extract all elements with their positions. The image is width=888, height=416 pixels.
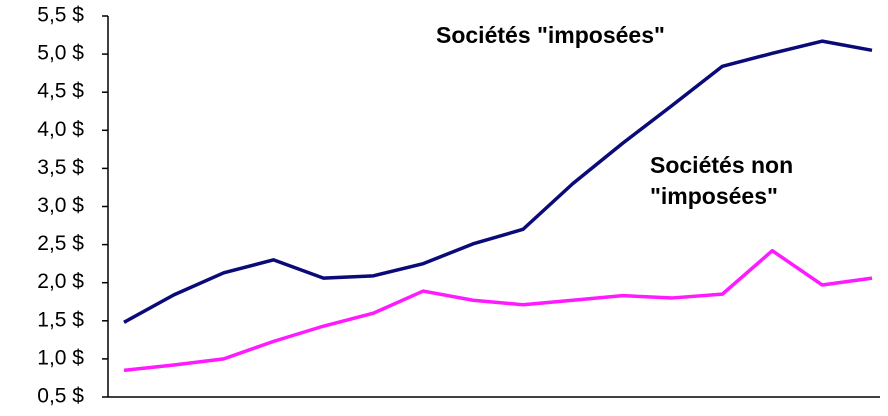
y-tick-label: 4,0 $: [37, 118, 84, 141]
y-tick-label: 1,0 $: [37, 346, 84, 369]
y-tick-label: 4,5 $: [37, 80, 84, 103]
y-tick-label: 5,5 $: [37, 4, 84, 27]
y-tick-label: 2,5 $: [37, 232, 84, 255]
series-label: Sociétés non "imposées": [650, 152, 794, 209]
y-tick-label: 2,0 $: [37, 270, 84, 293]
y-tick-label: 1,5 $: [37, 308, 84, 331]
y-tick-label: 5,0 $: [37, 42, 84, 65]
y-tick-label: 3,5 $: [37, 156, 84, 179]
series-line: [123, 39, 873, 324]
series-line: [123, 248, 873, 373]
y-tick-label: 3,0 $: [37, 194, 84, 217]
y-tick-label: 0,5 $: [37, 385, 84, 408]
series-label: Sociétés "imposées": [436, 22, 665, 48]
